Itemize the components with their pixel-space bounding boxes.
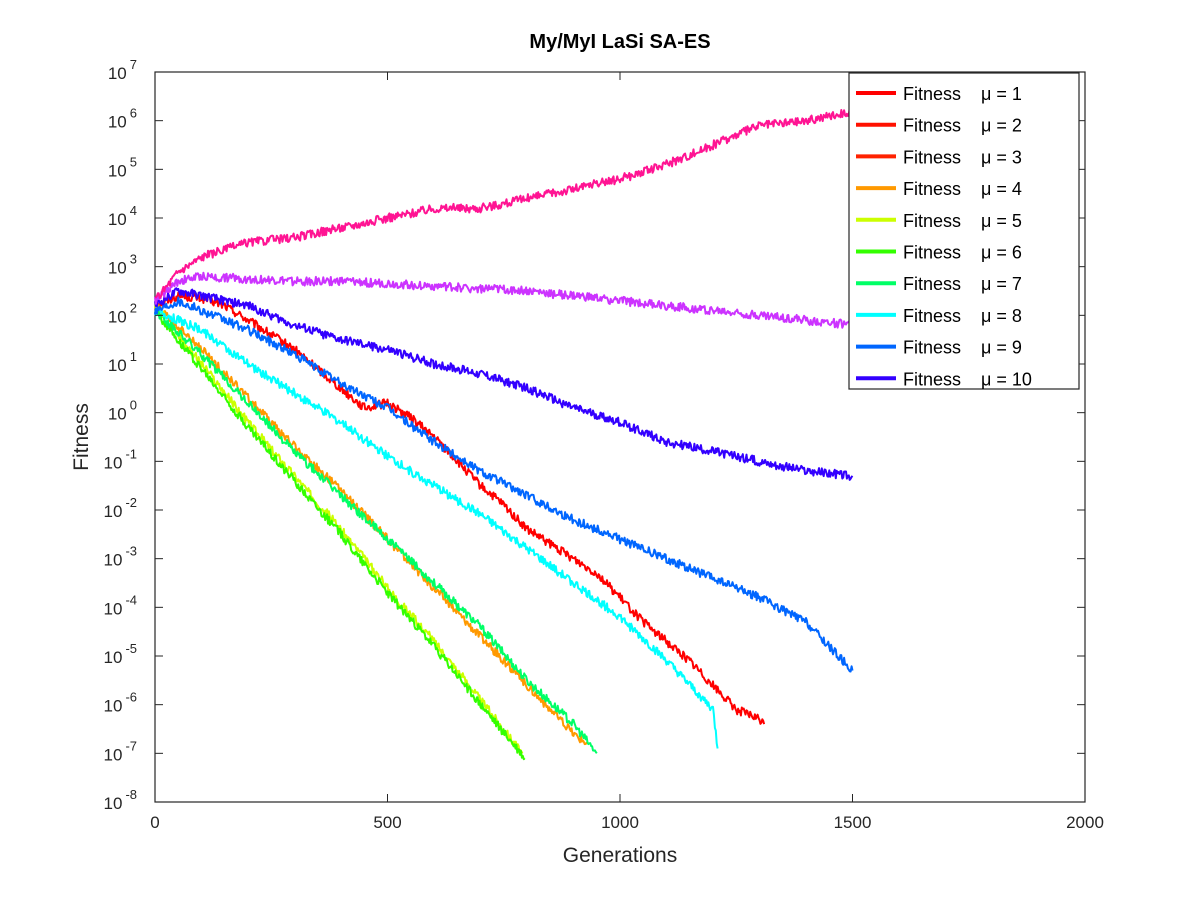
legend-label: Fitness μ = 4 xyxy=(903,179,1022,199)
legend-label: Fitness μ = 1 xyxy=(903,84,1022,104)
legend-label: Fitness μ = 8 xyxy=(903,306,1022,326)
chart-title: My/MyI LaSi SA-ES xyxy=(529,31,710,53)
legend-label: Fitness μ = 10 xyxy=(903,369,1032,389)
series-line xyxy=(154,302,589,746)
series-line xyxy=(154,271,854,330)
series-layer xyxy=(154,107,854,761)
x-tick-label: 1500 xyxy=(834,813,872,832)
x-tick-label: 0 xyxy=(150,813,159,832)
legend: Fitness μ = 1 Fitness μ = 2 Fitness μ = 3 F… xyxy=(848,72,1080,390)
x-tick-label: 500 xyxy=(373,813,401,832)
legend-label: Fitness μ = 5 xyxy=(903,211,1022,231)
series-line xyxy=(154,310,598,754)
series-line xyxy=(154,291,766,725)
legend-label: Fitness μ = 2 xyxy=(903,116,1022,136)
legend-label: Fitness μ = 3 xyxy=(903,147,1022,167)
series-line xyxy=(154,296,854,673)
x-axis-label: Generations xyxy=(563,844,677,867)
series-line xyxy=(154,307,719,749)
x-tick-label: 1000 xyxy=(601,813,639,832)
legend-label: Fitness μ = 6 xyxy=(903,243,1022,263)
series-line xyxy=(154,287,854,481)
legend-label: Fitness μ = 7 xyxy=(903,274,1022,294)
series-line xyxy=(154,309,526,761)
legend-label: Fitness μ = 9 xyxy=(903,338,1022,358)
x-axis: 0 500 1000 1500 2000 xyxy=(150,72,1104,832)
series-line xyxy=(154,107,854,299)
x-tick-label: 2000 xyxy=(1066,813,1104,832)
y-axis-label: Fitness xyxy=(70,403,93,471)
